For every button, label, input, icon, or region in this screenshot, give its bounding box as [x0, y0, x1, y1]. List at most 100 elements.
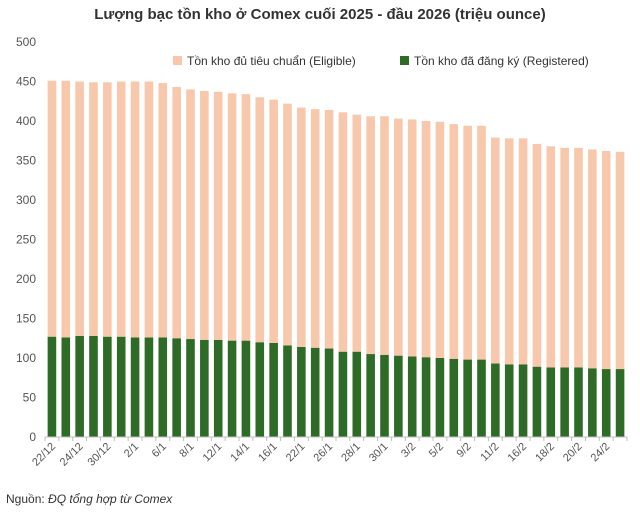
- x-tick-label: 30/12: [86, 441, 114, 469]
- bar-registered: [158, 337, 168, 437]
- bar-registered: [144, 337, 154, 437]
- bar-eligible: [338, 112, 348, 352]
- bar-registered: [421, 357, 431, 437]
- bar-eligible: [435, 121, 445, 358]
- x-tick-label: 2/1: [122, 441, 141, 460]
- bar-registered: [588, 368, 597, 437]
- bar-registered: [338, 351, 348, 437]
- x-tick-label: 3/2: [399, 441, 418, 460]
- bar-registered: [103, 336, 112, 437]
- x-tick-label: 8/1: [177, 441, 196, 460]
- y-tick-label: 400: [16, 114, 36, 128]
- bar-eligible: [574, 147, 583, 368]
- x-tick-label: 30/1: [367, 441, 391, 465]
- y-tick-label: 300: [16, 193, 36, 207]
- bar-eligible: [158, 83, 168, 338]
- source-label: Nguồn:: [6, 492, 45, 506]
- bar-eligible: [283, 103, 292, 346]
- source-note: Nguồn: ĐQ tổng hợp từ Comex: [6, 492, 172, 506]
- bar-registered: [560, 367, 569, 437]
- bar-registered: [352, 351, 362, 437]
- bar-registered: [504, 364, 514, 437]
- bar-registered: [518, 364, 528, 437]
- x-tick-label: 6/1: [150, 441, 169, 460]
- legend-swatch-eligible: [173, 56, 182, 65]
- bar-eligible: [324, 109, 334, 349]
- bar-registered: [227, 340, 237, 437]
- bar-eligible: [588, 149, 597, 369]
- x-tick-label: 12/1: [201, 441, 225, 465]
- bar-eligible: [449, 124, 459, 359]
- x-tick-label: 9/2: [454, 441, 473, 460]
- bar-registered: [435, 358, 445, 437]
- bar-eligible: [601, 151, 611, 370]
- y-tick-label: 50: [23, 391, 37, 405]
- bar-registered: [47, 336, 57, 437]
- bar-registered: [200, 339, 209, 437]
- x-tick-label: 26/1: [312, 441, 336, 465]
- bar-eligible: [144, 81, 154, 338]
- bar-registered: [394, 355, 403, 437]
- x-tick-label: 24/12: [58, 441, 86, 469]
- y-tick-label: 200: [16, 272, 36, 286]
- x-tick-label: 22/1: [284, 441, 308, 465]
- bar-registered: [407, 356, 417, 437]
- bar-registered: [491, 363, 500, 437]
- bar-registered: [310, 347, 320, 437]
- y-tick-label: 250: [16, 233, 36, 247]
- bar-registered: [89, 335, 98, 437]
- bar-eligible: [532, 143, 542, 367]
- bar-eligible: [47, 80, 57, 337]
- bar-registered: [297, 346, 306, 437]
- bar-eligible: [491, 137, 500, 364]
- bar-registered: [213, 339, 223, 437]
- bar-registered: [532, 366, 542, 437]
- y-tick-label: 500: [16, 35, 36, 49]
- bar-registered: [601, 369, 611, 437]
- bar-registered: [449, 358, 459, 437]
- bar-eligible: [477, 125, 486, 360]
- y-axis: 0 50 100 150 200 250 300 350 400 450 500: [16, 35, 36, 444]
- bar-eligible: [89, 82, 98, 336]
- bar-registered: [283, 345, 292, 437]
- bar-registered: [546, 367, 556, 437]
- bar-registered: [130, 337, 140, 437]
- y-tick-label: 150: [16, 312, 36, 326]
- x-tick-label: 16/2: [506, 441, 530, 465]
- bar-eligible: [227, 93, 237, 341]
- bar-registered: [116, 336, 126, 437]
- bar-registered: [269, 342, 278, 437]
- y-tick-label: 350: [16, 154, 36, 168]
- bar-eligible: [504, 138, 514, 365]
- x-tick-label: 11/2: [478, 441, 501, 464]
- bar-eligible: [518, 138, 528, 365]
- bar-eligible: [75, 81, 84, 336]
- bar-eligible: [366, 116, 375, 355]
- y-tick-label: 450: [16, 75, 36, 89]
- bar-registered: [186, 339, 195, 437]
- x-tick-label: 28/1: [339, 441, 363, 465]
- bar-eligible: [615, 151, 625, 370]
- x-tick-label: 22/12: [30, 441, 58, 469]
- bar-eligible: [241, 94, 251, 341]
- bar-registered: [574, 367, 583, 437]
- bar-eligible: [380, 116, 389, 355]
- bar-eligible: [172, 87, 181, 339]
- x-tick-label: 5/2: [427, 441, 446, 460]
- bar-registered: [241, 340, 251, 437]
- chart-title: Lượng bạc tồn kho ở Comex cuối 2025 - đầ…: [94, 6, 546, 23]
- source-text: ĐQ tổng hợp từ Comex: [48, 492, 173, 506]
- bar-eligible: [463, 125, 472, 360]
- x-tick-label: 24/2: [589, 441, 613, 465]
- bar-registered: [477, 359, 486, 437]
- stacked-bar-chart: 0 50 100 150 200 250 300 350 400 450 500 22/12 24/1…: [16, 35, 628, 469]
- legend-label-registered: Tồn kho đã đăng ký (Registered): [414, 54, 589, 68]
- legend-label-eligible: Tồn kho đủ tiêu chuẩn (Eligible): [187, 54, 356, 68]
- x-axis: 22/12 24/12 30/12 2/1 6/1 8/1 12/1 14/1 16/1 22/1…: [30, 437, 628, 469]
- legend: Tồn kho đủ tiêu chuẩn (Eligible) Tồn kho…: [173, 54, 589, 68]
- bar-registered: [61, 337, 71, 437]
- bar-eligible: [421, 121, 431, 358]
- bar-eligible: [200, 90, 209, 340]
- bar-group: [47, 80, 625, 437]
- bar-eligible: [394, 118, 403, 356]
